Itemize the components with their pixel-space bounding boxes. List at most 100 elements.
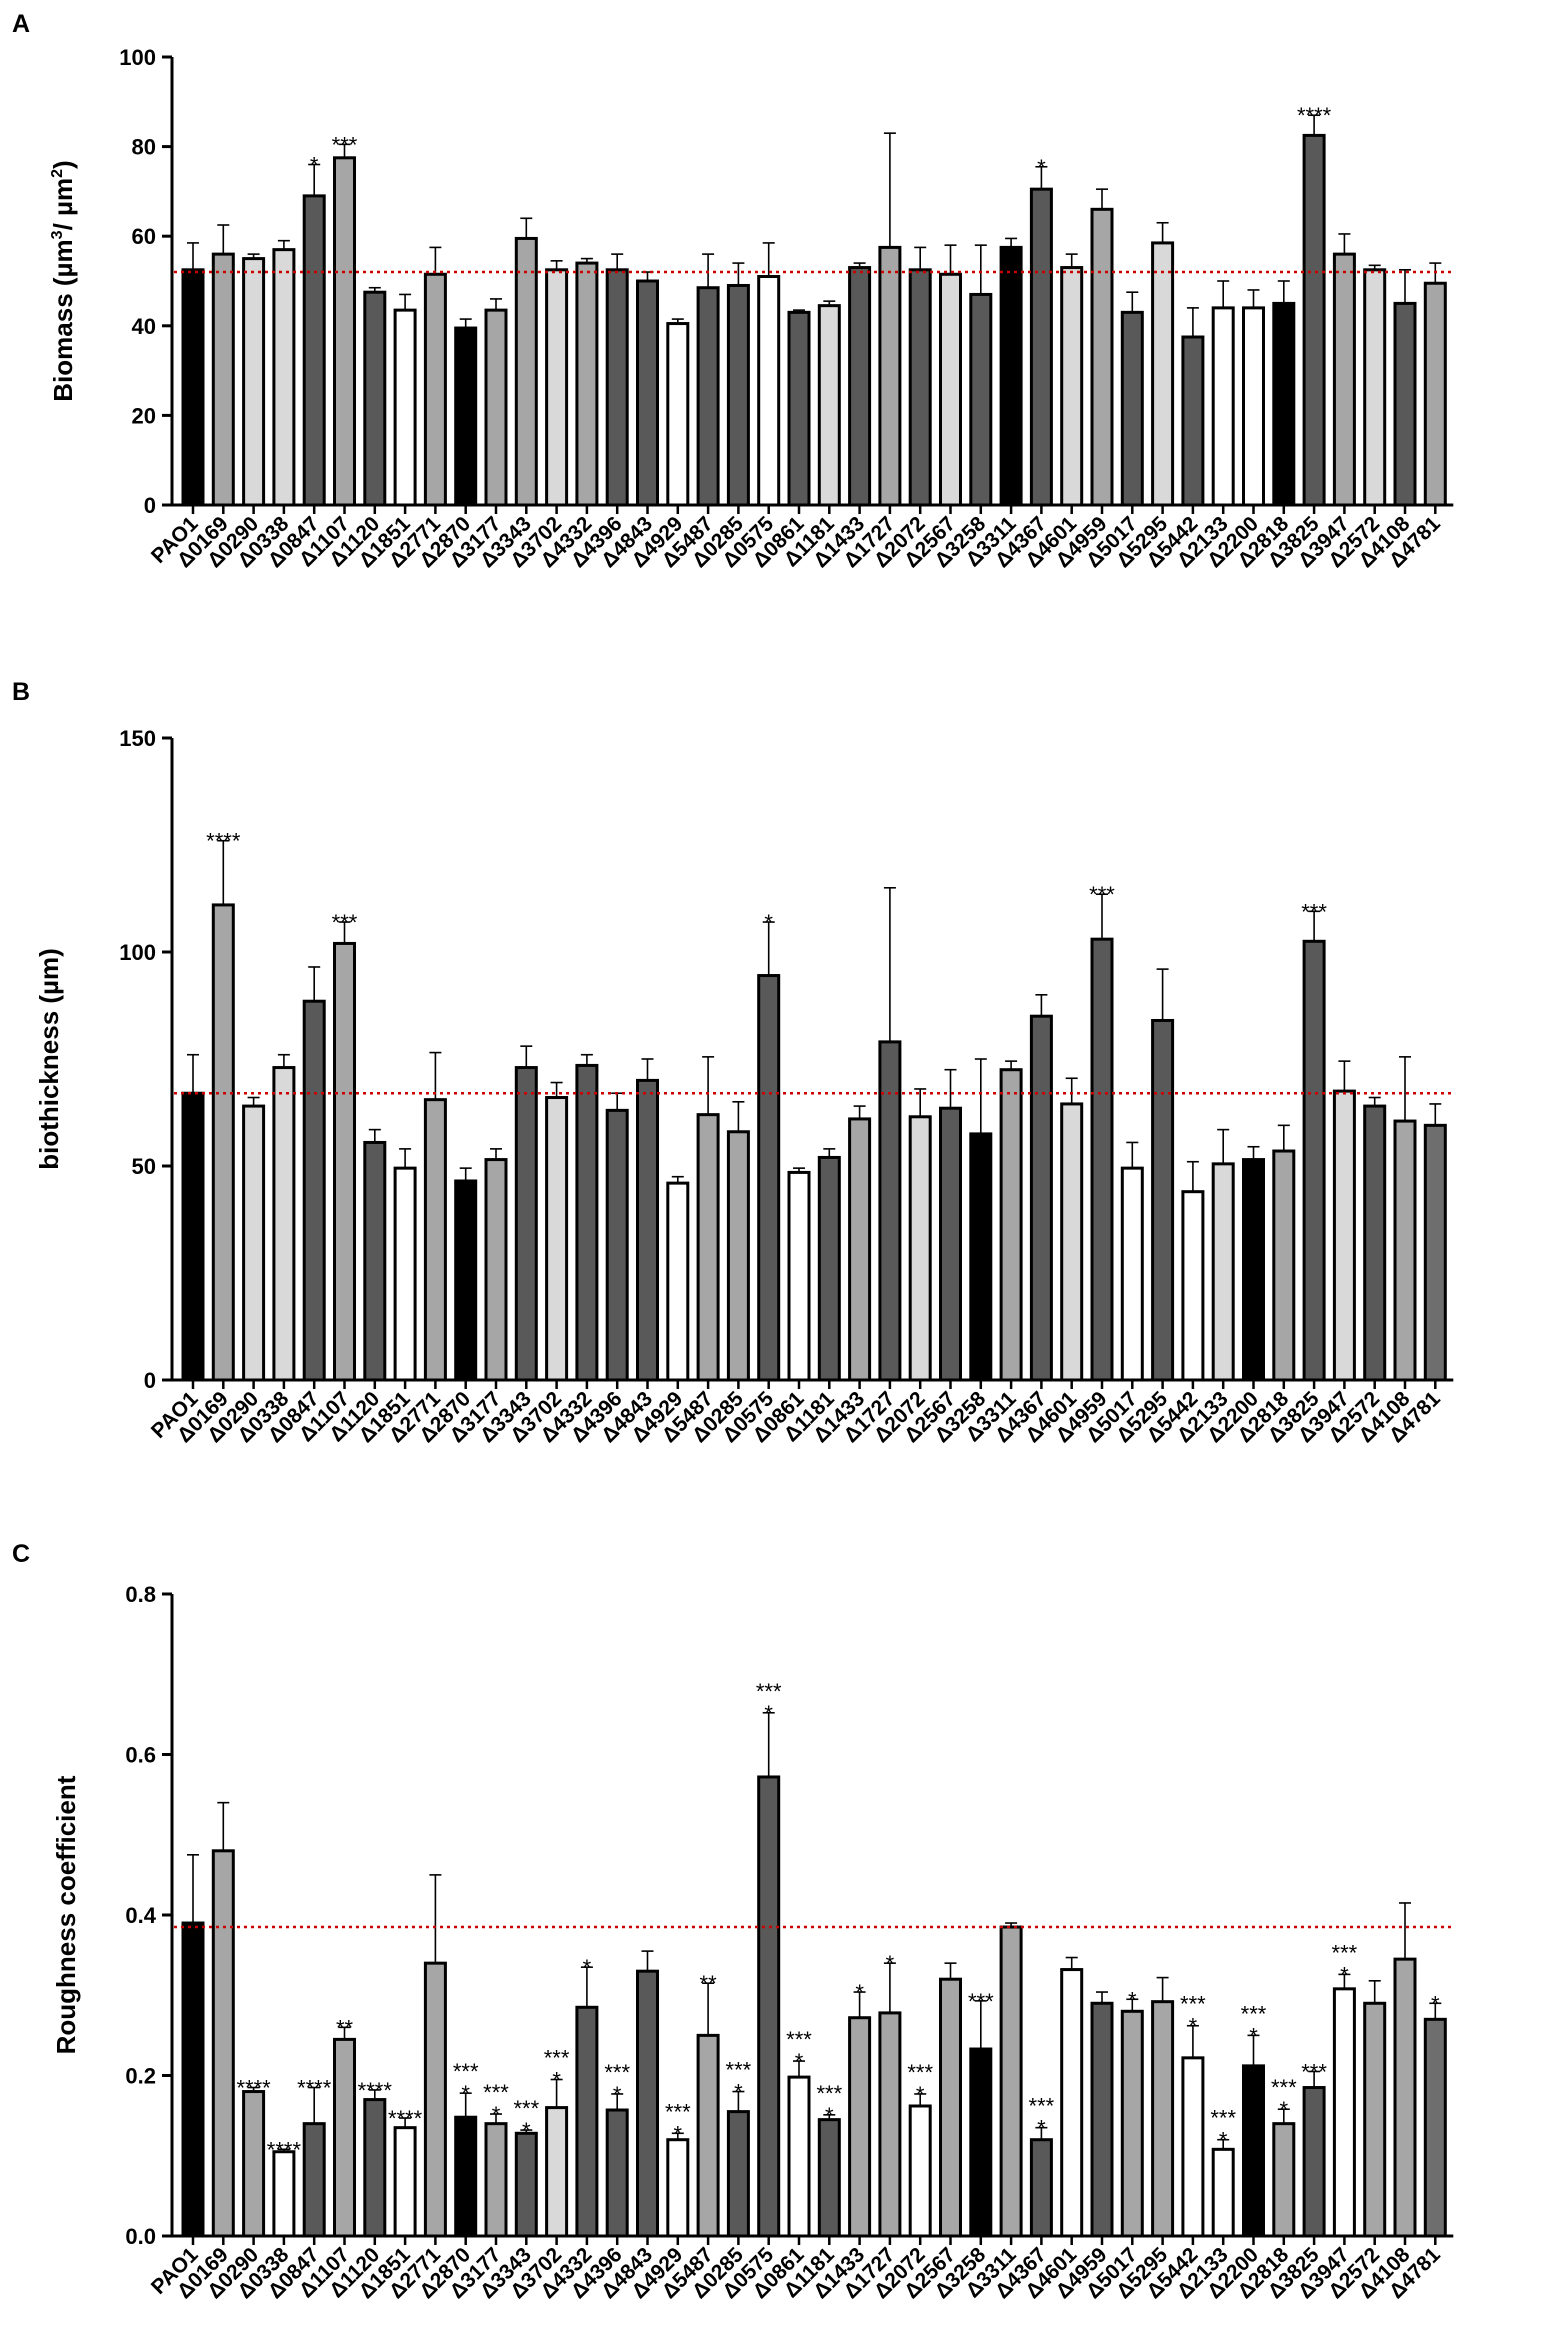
y-tick-label: 0.0 [125,2224,156,2249]
significance-marker: * [461,2081,470,2106]
significance-marker: * [492,2102,501,2127]
significance-marker: *** [453,2059,479,2084]
y-tick-label: 150 [119,726,156,751]
significance-marker: *** [1029,2094,1055,2119]
significance-marker: * [825,2103,834,2128]
significance-marker: * [1128,1987,1137,2012]
significance-marker: *** [1210,2106,1236,2131]
bar [423,1098,447,1382]
bar [1393,1957,1417,2238]
y-tick-label: 50 [132,1154,156,1179]
significance-marker: **** [267,2137,302,2162]
significance-marker: **** [1297,103,1332,128]
bar [211,252,235,507]
significance-marker: * [1037,155,1046,180]
bar [545,268,569,507]
significance-marker: *** [483,2080,509,2105]
significance-marker: * [734,2080,743,2105]
bar [272,2150,296,2238]
significance-marker: *** [968,1989,994,2014]
bar [605,2108,629,2238]
y-axis-label-part: / µm [48,178,78,231]
bar [817,2118,841,2238]
significance-marker: * [552,2068,561,2093]
bar [1393,301,1417,507]
bar [363,1140,387,1382]
bar [878,2011,902,2238]
bar [1151,241,1175,507]
bar [999,1925,1023,2238]
bar [181,1091,205,1382]
bar [696,1113,720,1382]
bar [545,2106,569,2238]
bar [817,304,841,507]
significance-marker: * [1280,2097,1289,2122]
bar [757,974,781,1382]
bar [1151,2000,1175,2238]
bar [636,1969,659,2238]
bar [575,1063,599,1382]
bar [545,1096,569,1382]
bar [999,245,1023,507]
y-tick-label: 0 [144,1368,156,1393]
bar [939,1106,962,1382]
bar [363,290,387,507]
significance-marker: * [764,910,773,935]
significance-marker: * [886,1951,895,1976]
significance-marker: *** [513,2096,539,2121]
bar [423,1961,447,2238]
bar [393,2126,417,2238]
bar [605,268,629,507]
significance-marker: *** [1271,2075,1297,2100]
bar [1242,2064,1265,2238]
bar [848,1117,872,1382]
bar [514,2131,538,2238]
bar [272,1066,296,1382]
bar [211,903,235,1382]
significance-marker: **** [388,2106,423,2131]
bar [908,2104,932,2238]
significance-marker: * [310,153,319,178]
bar [1332,1987,1356,2238]
bar [787,310,811,507]
significance-marker: * [795,2049,804,2074]
bar [1423,2017,1447,2238]
bar [1272,301,1296,507]
bar [1151,1018,1175,1382]
bar [1393,1119,1417,1382]
y-tick-label: 0.6 [125,1743,156,1768]
y-axis-label: Biomass (µm3/ µm2) [48,160,78,401]
bar [484,308,508,507]
panel-letter: A [12,10,30,38]
bar [1302,939,1326,1382]
significance-marker: * [522,2118,531,2143]
bar [1060,266,1084,507]
significance-marker: *** [1332,1940,1358,1965]
bar [1060,1968,1084,2238]
bar [1272,1149,1296,1382]
significance-marker: *** [544,2046,570,2071]
significance-marker: * [583,1955,592,1980]
bar [969,2047,993,2238]
bar [181,268,205,507]
bar [1242,306,1265,507]
bar [1302,2086,1326,2238]
bar [666,1181,690,1382]
significance-marker: * [1219,2128,1228,2153]
bar [1090,2001,1114,2238]
bar [1090,207,1114,507]
y-tick-label: 0.8 [125,1582,156,1607]
panel-letter: B [12,678,30,706]
bar [1332,252,1356,507]
bar [181,1921,205,2238]
significance-marker: *** [1180,1992,1206,2017]
bar [1181,1190,1205,1382]
bar [272,248,296,507]
y-tick-label: 100 [119,45,156,70]
significance-marker: **** [297,2076,332,2101]
y-axis-label-part: Biomass (µm [48,239,78,401]
bar [757,1775,781,2238]
bar [1181,2056,1205,2238]
bar [1029,1014,1053,1382]
